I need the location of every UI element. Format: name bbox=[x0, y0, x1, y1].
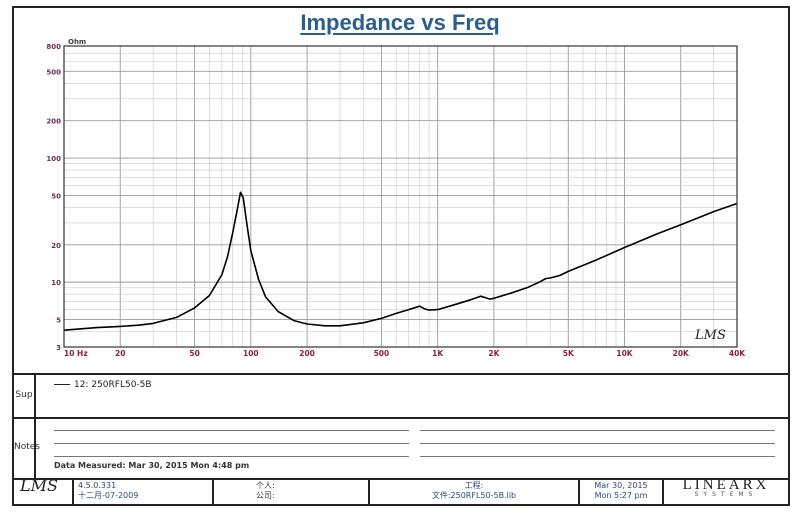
y-tick-label: 5 bbox=[56, 316, 61, 324]
x-tick-label: 500 bbox=[374, 349, 390, 358]
y-tick-label: 50 bbox=[51, 192, 61, 200]
y-tick-label: 10 bbox=[51, 279, 61, 287]
legend-label: 12: 250RFL50-5B bbox=[74, 380, 152, 390]
chart-title: Impedance vs Freq bbox=[300, 10, 500, 35]
footer-date-cell: Mar 30, 2015 Mon 5:27 pm bbox=[578, 478, 662, 505]
legend-swatch bbox=[54, 384, 70, 385]
note-line bbox=[54, 443, 409, 444]
version-number: 4.5.0.331 bbox=[78, 481, 117, 490]
footer-version-cell: 4.5.0.331 十二月-07-2009 bbox=[72, 478, 212, 505]
project-label: 工程: bbox=[464, 481, 484, 490]
note-line bbox=[420, 456, 775, 457]
series-lines bbox=[63, 191, 738, 331]
x-tick-label: 1K bbox=[432, 349, 444, 358]
chart-frame bbox=[12, 6, 790, 506]
legend-tab: Sup bbox=[14, 373, 36, 417]
notes-panel bbox=[14, 417, 788, 479]
lms-watermark: LMS bbox=[694, 328, 726, 343]
note-line bbox=[420, 443, 775, 444]
x-tick-label: 20 bbox=[115, 349, 125, 358]
note-line bbox=[54, 430, 409, 431]
footer-brand-cell: LINEARX SYSTEMS bbox=[662, 478, 788, 505]
y-tick-label: 500 bbox=[46, 68, 61, 76]
y-tick-label: 100 bbox=[46, 155, 61, 163]
print-time: Mon 5:27 pm bbox=[594, 491, 648, 500]
x-tick-label: 2K bbox=[488, 349, 500, 358]
measured-date: Data Measured: Mar 30, 2015 Mon 4:48 pm bbox=[54, 461, 250, 470]
y-unit-label: Ohm bbox=[68, 38, 86, 46]
note-line bbox=[54, 456, 409, 457]
footer-logo-cell: LMS bbox=[14, 478, 72, 505]
x-tick-label: 10 Hz bbox=[64, 349, 88, 358]
x-tick-label: 50 bbox=[189, 349, 199, 358]
impedance-curve bbox=[63, 191, 738, 331]
x-tick-label: 100 bbox=[243, 349, 259, 358]
x-tick-label: 10K bbox=[616, 349, 633, 358]
notes-tab: Notes bbox=[14, 417, 40, 478]
version-date: 十二月-07-2009 bbox=[78, 491, 139, 500]
y-tick-label: 3 bbox=[56, 344, 61, 352]
x-tick-labels: 10 Hz 20 50 100 200 500 1K 2K 5K 10K 20K 40K bbox=[64, 349, 746, 358]
company-label: 公司: bbox=[256, 491, 275, 500]
linearx-logo: LINEARX bbox=[682, 477, 770, 493]
x-tick-label: 200 bbox=[299, 349, 315, 358]
y-tick-label: 200 bbox=[46, 118, 61, 126]
y-tick-label: 800 bbox=[46, 43, 61, 51]
plot-border bbox=[63, 45, 738, 348]
note-line bbox=[420, 430, 775, 431]
footer-file-cell: 工程: 文件:250RFL50-5B.lib bbox=[368, 478, 578, 505]
lms-logo: LMS bbox=[20, 476, 58, 495]
x-tick-label: 40K bbox=[729, 349, 746, 358]
user-label: 个人: bbox=[256, 481, 275, 490]
x-tick-label: 5K bbox=[563, 349, 575, 358]
y-tick-label: 20 bbox=[51, 242, 61, 250]
footer-bar bbox=[14, 478, 788, 507]
y-tick-labels: 800 500 200 100 50 20 10 5 3 bbox=[46, 43, 61, 352]
footer-user-cell: 个人: 公司: bbox=[212, 478, 368, 505]
legend-panel bbox=[14, 373, 788, 420]
linearx-subtitle: SYSTEMS bbox=[694, 491, 758, 498]
print-date: Mar 30, 2015 bbox=[594, 481, 648, 490]
grid bbox=[63, 45, 738, 348]
legend-entry: 12: 250RFL50-5B bbox=[54, 380, 152, 390]
x-tick-label: 20K bbox=[673, 349, 690, 358]
file-name: 文件:250RFL50-5B.lib bbox=[431, 491, 517, 500]
